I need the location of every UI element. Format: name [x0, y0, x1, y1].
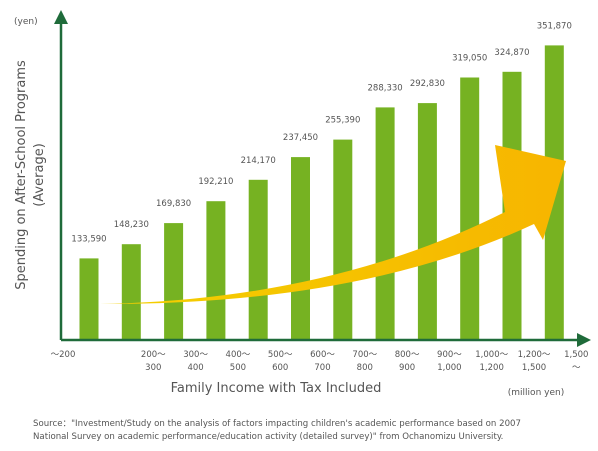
bar-4: [248, 179, 268, 340]
value-label-0: 133,590: [71, 234, 106, 244]
bar-6: [333, 139, 353, 340]
category-label-4-1: 600: [272, 363, 288, 373]
category-label-5-0: 600～: [310, 350, 335, 360]
bar-0: [79, 258, 99, 340]
category-label-10-1: 1,500: [522, 363, 546, 373]
x-axis-arrowhead: [577, 333, 591, 347]
category-label-8-1: 1,000: [437, 363, 461, 373]
category-label-0-0: ～200: [51, 350, 76, 360]
category-label-7-0: 800～: [395, 350, 420, 360]
category-label-1-0: 200～: [141, 350, 166, 360]
bar-9: [460, 77, 480, 340]
y-axis-title: Spending on After-School Programs: [14, 60, 29, 290]
x-unit-label: (million yen): [508, 388, 564, 398]
bar-3: [206, 201, 226, 340]
category-label-5-1: 700: [314, 363, 330, 373]
category-label-9-0: 1,000～: [475, 350, 508, 360]
value-label-9: 319,050: [452, 54, 487, 64]
value-label-8: 292,830: [410, 79, 445, 89]
category-label-2-1: 400: [187, 363, 203, 373]
value-label-5: 237,450: [283, 133, 318, 143]
category-label-2-0: 300～: [183, 350, 208, 360]
value-label-10: 324,870: [494, 48, 529, 58]
y-unit-label: (yen): [14, 17, 38, 27]
value-label-3: 192,210: [198, 177, 233, 187]
category-label-1-1: 300: [145, 363, 161, 373]
source-line-2: National Survey on academic performance/…: [33, 432, 504, 442]
category-label-3-0: 400～: [226, 350, 251, 360]
category-label-7-1: 900: [399, 363, 415, 373]
value-label-6: 255,390: [325, 116, 360, 126]
value-label-11: 351,870: [537, 21, 572, 31]
value-label-1: 148,230: [114, 220, 149, 230]
category-label-6-0: 700～: [352, 350, 377, 360]
bar-8: [417, 103, 437, 340]
category-labels-group: ～200 200～ 300 300～ 400 400～ 500 500～ 600 600～ 700 7…: [51, 350, 589, 373]
source-note: Source："Investment/Study on the analysis…: [33, 418, 593, 444]
category-label-10-0: 1,200～: [518, 350, 551, 360]
bar-1: [121, 244, 141, 340]
trend-arrow: [100, 145, 566, 305]
y-axis-arrowhead: [54, 10, 68, 24]
source-line-1: Source："Investment/Study on the analysis…: [33, 419, 521, 429]
bar-2: [164, 223, 184, 340]
bar-5: [291, 157, 310, 340]
value-labels-group: 133,590 148,230 169,830 192,210 214,170 237,4…: [71, 21, 571, 244]
category-label-6-1: 800: [357, 363, 373, 373]
category-label-11-1: ～: [572, 363, 581, 373]
category-label-4-0: 500～: [268, 350, 293, 360]
value-label-4: 214,170: [241, 156, 276, 166]
category-label-9-1: 1,200: [480, 363, 504, 373]
x-axis-title: Family Income with Tax Included: [171, 381, 382, 396]
category-label-3-1: 500: [230, 363, 246, 373]
value-label-2: 169,830: [156, 199, 191, 209]
bar-7: [375, 107, 395, 341]
category-label-11-0: 1,500: [564, 350, 588, 360]
value-label-7: 288,330: [368, 83, 403, 93]
y-axis-title-sub: (Average): [32, 143, 47, 207]
category-label-8-0: 900～: [437, 350, 462, 360]
bars-group: [79, 45, 564, 341]
